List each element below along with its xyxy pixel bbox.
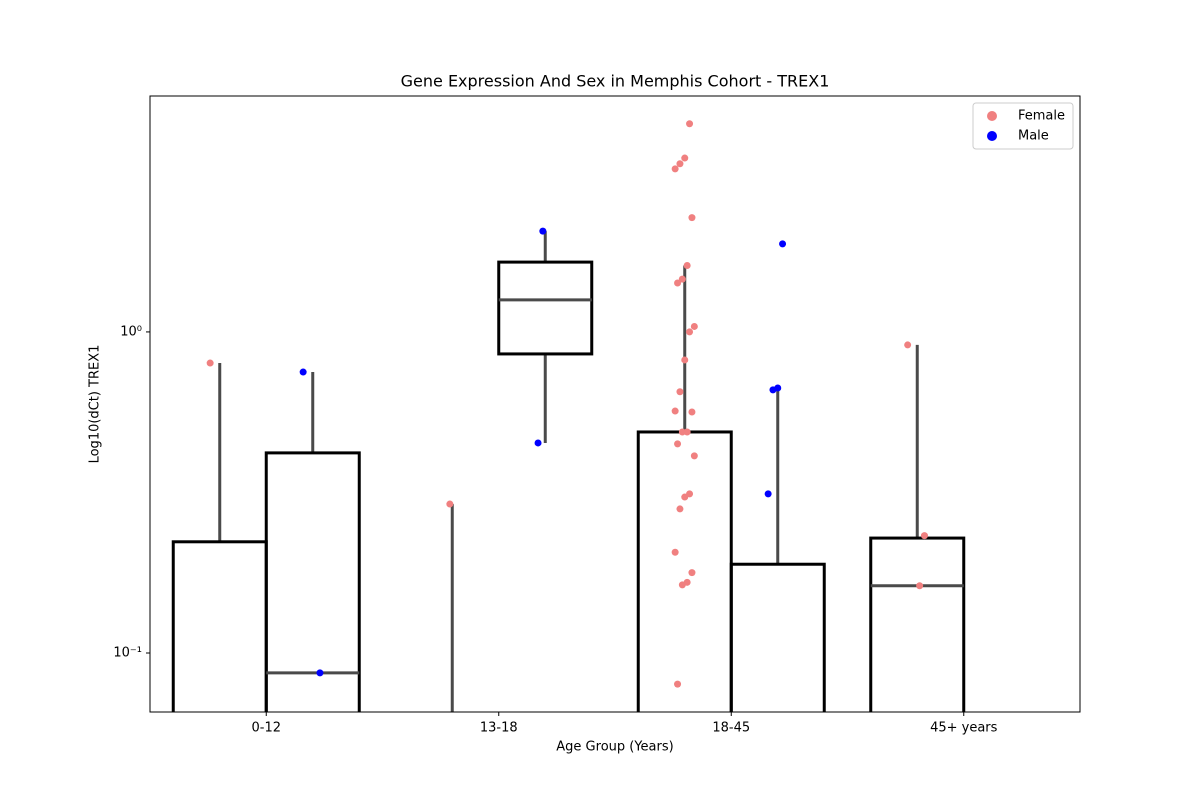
data-point [688, 214, 696, 222]
data-point [904, 341, 912, 349]
data-point [683, 428, 691, 436]
data-point [688, 569, 696, 577]
data-point [916, 582, 924, 590]
data-point [676, 505, 684, 513]
data-point [686, 328, 694, 336]
data-point [674, 440, 682, 448]
legend-marker [987, 111, 997, 121]
x-axis-label: Age Group (Years) [556, 740, 673, 755]
axes-frame [149, 95, 1081, 713]
data-point [671, 165, 679, 173]
x-tick-label: 18-45 [712, 721, 750, 736]
x-tick-label: 45+ years [930, 721, 998, 736]
data-point [764, 490, 772, 498]
data-point [676, 160, 684, 168]
data-point [539, 227, 547, 235]
data-point [779, 240, 787, 248]
data-point [681, 154, 689, 162]
box [729, 562, 826, 712]
y-axis-label: Log10(dCt) TREX1 [88, 345, 103, 464]
data-point [299, 368, 307, 376]
data-point [676, 388, 684, 396]
data-point [678, 581, 686, 589]
data-point [678, 275, 686, 283]
box [497, 260, 594, 356]
plot-area [171, 120, 966, 712]
data-point [674, 279, 682, 287]
data-point [316, 669, 324, 677]
data-point [683, 262, 691, 270]
data-point [681, 356, 689, 364]
data-point [674, 680, 682, 688]
data-point [920, 532, 928, 540]
data-point [671, 548, 679, 556]
data-point [769, 386, 777, 394]
box [264, 451, 361, 712]
data-point [690, 322, 698, 330]
data-point [534, 439, 542, 447]
legend-marker [987, 131, 997, 141]
data-point [681, 493, 689, 501]
x-tick-label: 0-12 [251, 721, 281, 736]
data-point [678, 428, 686, 436]
legend-box [972, 102, 1074, 150]
data-point [688, 408, 696, 416]
chart-title: Gene Expression And Sex in Memphis Cohor… [401, 72, 830, 91]
x-tick-label: 13-18 [480, 721, 518, 736]
y-tick-label: 10⁻¹ [113, 645, 142, 660]
data-point [686, 120, 694, 128]
data-point [671, 407, 679, 415]
data-point [206, 359, 214, 367]
legend-label: Male [1018, 129, 1049, 144]
box [869, 536, 966, 712]
data-point [446, 500, 454, 508]
data-point [690, 452, 698, 460]
legend-label: Female [1018, 109, 1065, 124]
y-tick-label: 10⁰ [120, 324, 142, 339]
